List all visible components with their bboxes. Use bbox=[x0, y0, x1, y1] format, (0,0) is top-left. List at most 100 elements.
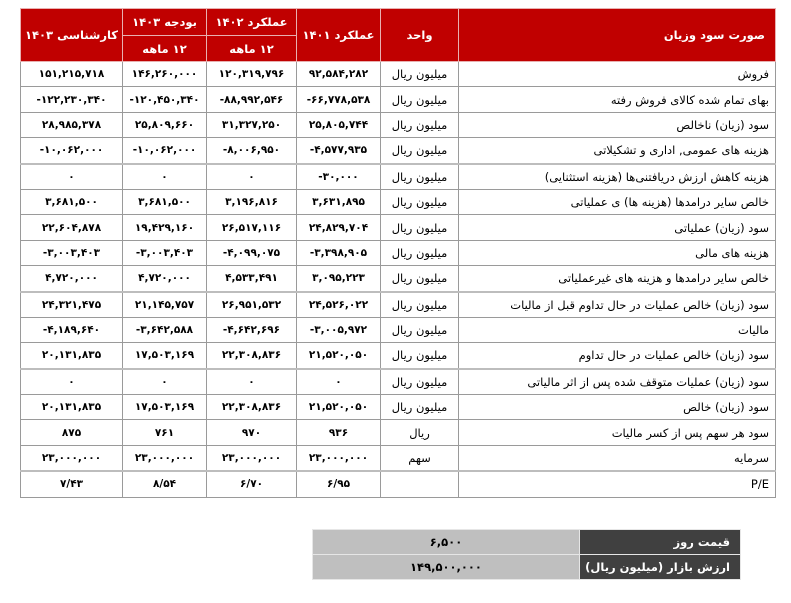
value-1401: ۹۲,۵۸۴,۲۸۲ bbox=[296, 60, 381, 88]
value-1402: ۲۲,۳۰۸,۸۳۶ bbox=[206, 342, 297, 370]
table-row: هزینه کاهش ارزش دریافتنی‌ها (هزینه استثن… bbox=[20, 162, 776, 190]
value-1402: ۲۶,۹۵۱,۵۳۲ bbox=[206, 290, 297, 318]
row-unit: میلیون ریال bbox=[380, 265, 459, 293]
row-label: سود (زیان) عملیاتی bbox=[458, 214, 776, 241]
value-budget-1403: -۱۰,۰۶۲,۰۰۰ bbox=[122, 137, 207, 165]
table-row: فروش میلیون ریال ۹۲,۵۸۴,۲۸۲ ۱۲۰,۳۱۹,۷۹۶ ۱۴۶,… bbox=[20, 60, 776, 88]
value-1401: ۲۵,۸۰۵,۷۴۴ bbox=[296, 111, 381, 139]
table-row: سود (زیان) خالص عملیات در حال تداوم قبل … bbox=[20, 290, 776, 318]
table-row: سود (زیان) خالص عملیات در حال تداوم میلیو… bbox=[20, 342, 776, 370]
row-unit: میلیون ریال bbox=[380, 86, 459, 113]
row-label: بهای تمام شده کالای فروش رفته bbox=[458, 86, 776, 113]
table-row: سود (زیان) عملیات متوقف شده پس از اثر ما… bbox=[20, 367, 776, 396]
value-budget-1403: ۱۷,۵۰۳,۱۶۹ bbox=[122, 394, 207, 421]
row-label: خالص سایر درامدها (هزینه ها) ی عملیاتی bbox=[458, 188, 776, 216]
value-1402: ۲۲,۳۰۸,۸۳۶ bbox=[206, 394, 297, 421]
value-budget-1403: ۴,۷۲۰,۰۰۰ bbox=[122, 265, 207, 293]
value-1401: -۳,۰۰۵,۹۷۲ bbox=[296, 316, 381, 344]
value-budget-1403: ۷۶۱ bbox=[122, 419, 207, 446]
value-1401: ۲۱,۵۲۰,۰۵۰ bbox=[296, 394, 381, 421]
row-unit: میلیون ریال bbox=[380, 290, 459, 318]
value-budget-1403: ۰ bbox=[122, 367, 207, 396]
value-expert-1403: -۴,۱۸۹,۶۴۰ bbox=[20, 316, 123, 344]
row-unit: میلیون ریال bbox=[380, 60, 459, 88]
value-1401: ۳,۰۹۵,۲۲۳ bbox=[296, 265, 381, 293]
table-row: سود (زیان) خالص میلیون ریال ۲۱,۵۲۰,۰۵۰ ۲۲,۳… bbox=[20, 394, 776, 421]
value-1402: -۴,۶۴۲,۶۹۶ bbox=[206, 316, 297, 344]
header-unit: واحد bbox=[380, 8, 459, 62]
table-row: سود (زیان) ناخالص میلیون ریال ۲۵,۸۰۵,۷۴۴ ۳۱… bbox=[20, 111, 776, 139]
value-1402: ۲۳,۰۰۰,۰۰۰ bbox=[206, 444, 297, 472]
value-budget-1403: ۲۳,۰۰۰,۰۰۰ bbox=[122, 444, 207, 472]
value-expert-1403: ۳,۶۸۱,۵۰۰ bbox=[20, 188, 123, 216]
value-budget-1403: ۱۹,۴۲۹,۱۶۰ bbox=[122, 214, 207, 241]
value-1401: ۲۴,۸۲۹,۷۰۴ bbox=[296, 214, 381, 241]
value-1402: ۰ bbox=[206, 367, 297, 396]
table-row: سود هر سهم پس از کسر مالیات ریال ۹۳۶ ۹۷۰ ۷۶۱… bbox=[20, 419, 776, 446]
market-cap-label: ارزش بازار (میلیون ریال) bbox=[579, 554, 741, 580]
value-expert-1403: ۲۰,۱۳۱,۸۳۵ bbox=[20, 342, 123, 370]
value-1401: ۹۳۶ bbox=[296, 419, 381, 446]
header-1401: عملکرد ۱۴۰۱ bbox=[296, 8, 381, 62]
value-budget-1403: ۳,۶۸۱,۵۰۰ bbox=[122, 188, 207, 216]
row-unit: میلیون ریال bbox=[380, 162, 459, 190]
value-expert-1403: ۲۴,۳۲۱,۴۷۵ bbox=[20, 290, 123, 318]
table-row: P/E ۶/۹۵ ۶/۷۰ ۸/۵۴ ۷/۴۳ bbox=[20, 470, 776, 498]
value-1401: -۳,۳۹۸,۹۰۵ bbox=[296, 239, 381, 267]
value-budget-1403: ۸/۵۴ bbox=[122, 470, 207, 498]
value-expert-1403: ۱۵۱,۲۱۵,۷۱۸ bbox=[20, 60, 123, 88]
value-expert-1403: ۲۸,۹۸۵,۳۷۸ bbox=[20, 111, 123, 139]
value-1402: ۳,۱۹۶,۸۱۶ bbox=[206, 188, 297, 216]
row-unit bbox=[380, 470, 459, 498]
market-info-table: قیمت روز ۶,۵۰۰ ارزش بازار (میلیون ریال) … bbox=[312, 529, 741, 580]
row-label: سود (زیان) ناخالص bbox=[458, 111, 776, 139]
value-expert-1403: ۰ bbox=[20, 162, 123, 190]
table-row: مالیات میلیون ریال -۳,۰۰۵,۹۷۲ -۴,۶۴۲,۶۹۶ -۳,… bbox=[20, 316, 776, 344]
value-1402: -۸۸,۹۹۲,۵۴۶ bbox=[206, 86, 297, 113]
value-1402: -۸,۰۰۶,۹۵۰ bbox=[206, 137, 297, 165]
value-expert-1403: ۰ bbox=[20, 367, 123, 396]
value-budget-1403: -۱۲۰,۴۵۰,۳۴۰ bbox=[122, 86, 207, 113]
row-label: سود (زیان) عملیات متوقف شده پس از اثر ما… bbox=[458, 367, 776, 396]
value-1401: -۶۶,۷۷۸,۵۳۸ bbox=[296, 86, 381, 113]
value-budget-1403: ۰ bbox=[122, 162, 207, 190]
value-1401: ۶/۹۵ bbox=[296, 470, 381, 498]
value-1401: ۲۱,۵۲۰,۰۵۰ bbox=[296, 342, 381, 370]
value-1402: ۴,۵۳۳,۴۹۱ bbox=[206, 265, 297, 293]
row-unit: میلیون ریال bbox=[380, 214, 459, 241]
value-1402: ۳۱,۳۲۷,۲۵۰ bbox=[206, 111, 297, 139]
table-row: بهای تمام شده کالای فروش رفته میلیون ریال… bbox=[20, 86, 776, 113]
value-budget-1403: -۳,۶۴۲,۵۸۸ bbox=[122, 316, 207, 344]
value-1402: ۱۲۰,۳۱۹,۷۹۶ bbox=[206, 60, 297, 88]
value-budget-1403: ۲۵,۸۰۹,۶۶۰ bbox=[122, 111, 207, 139]
table-row: خالص سایر درامدها و هزینه های غیرعملیاتی… bbox=[20, 265, 776, 293]
row-label: هزینه های مالی bbox=[458, 239, 776, 267]
table-row: سرمایه سهم ۲۳,۰۰۰,۰۰۰ ۲۳,۰۰۰,۰۰۰ ۲۳,۰۰۰,۰۰۰ ۲… bbox=[20, 444, 776, 472]
market-cap-value: ۱۴۹,۵۰۰,۰۰۰ bbox=[312, 554, 580, 580]
value-expert-1403: ۴,۷۲۰,۰۰۰ bbox=[20, 265, 123, 293]
row-label: فروش bbox=[458, 60, 776, 88]
table-row: هزینه های عمومی, اداری و تشکیلاتی میلیون … bbox=[20, 137, 776, 165]
income-statement-table: صورت سود وزیان واحد عملکرد ۱۴۰۱ عملکرد ۱… bbox=[20, 8, 776, 498]
header-budget-sub: ۱۲ ماهه bbox=[122, 35, 207, 62]
row-unit: سهم bbox=[380, 444, 459, 472]
table-row: خالص سایر درامدها (هزینه ها) ی عملیاتی می… bbox=[20, 188, 776, 216]
header-budget-1403: بودجه ۱۴۰۳ bbox=[122, 8, 207, 36]
value-1402: ۹۷۰ bbox=[206, 419, 297, 446]
value-expert-1403: -۱۰,۰۶۲,۰۰۰ bbox=[20, 137, 123, 165]
value-budget-1403: -۳,۰۰۳,۴۰۳ bbox=[122, 239, 207, 267]
value-expert-1403: ۷/۴۳ bbox=[20, 470, 123, 498]
value-expert-1403: ۲۲,۶۰۴,۸۷۸ bbox=[20, 214, 123, 241]
header-1402-sub: ۱۲ ماهه bbox=[206, 35, 297, 62]
row-label: P/E bbox=[458, 470, 776, 498]
value-expert-1403: ۸۷۵ bbox=[20, 419, 123, 446]
row-unit: میلیون ریال bbox=[380, 137, 459, 165]
row-label: سرمایه bbox=[458, 444, 776, 472]
row-unit: میلیون ریال bbox=[380, 111, 459, 139]
value-budget-1403: ۱۴۶,۲۶۰,۰۰۰ bbox=[122, 60, 207, 88]
header-1402: عملکرد ۱۴۰۲ bbox=[206, 8, 297, 36]
value-budget-1403: ۱۷,۵۰۳,۱۶۹ bbox=[122, 342, 207, 370]
header-expert-1403: کارشناسی ۱۴۰۳ bbox=[20, 8, 123, 62]
value-1402: -۴,۰۹۹,۰۷۵ bbox=[206, 239, 297, 267]
value-1402: ۶/۷۰ bbox=[206, 470, 297, 498]
